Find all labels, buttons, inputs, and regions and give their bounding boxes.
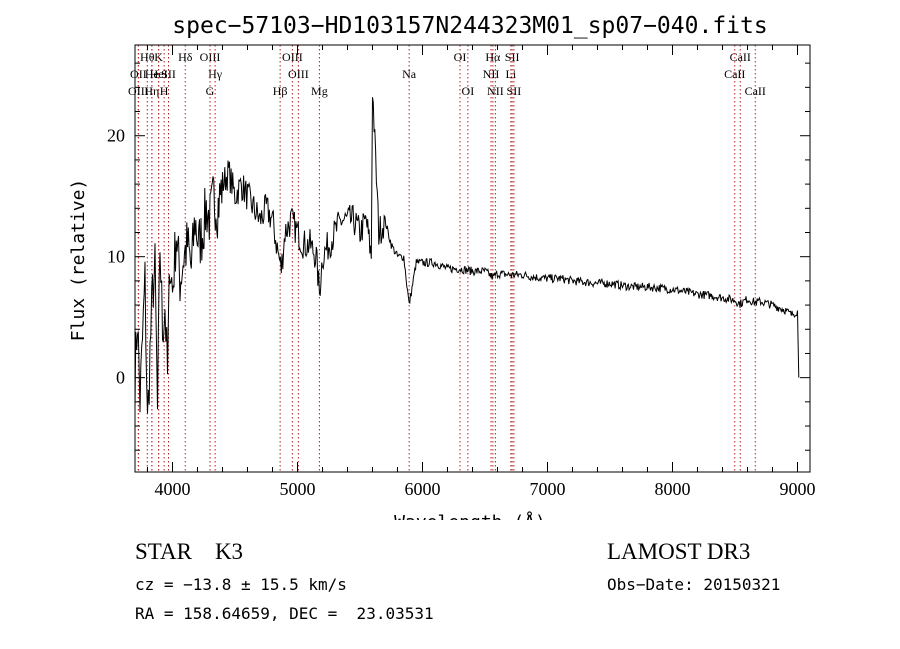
x-tick-label-6000: 6000 — [405, 479, 441, 499]
marker-label-8: SII — [161, 67, 176, 81]
marker-label-11: Hγ — [208, 67, 223, 81]
marker-label-19: OI — [462, 84, 475, 98]
coordinates-label: RA = 158.64659, DEC = 23.03531 — [135, 604, 434, 623]
y-tick-label-10: 10 — [107, 247, 125, 267]
marker-label-25: SII — [507, 84, 522, 98]
marker-label-16: Mg — [311, 84, 328, 98]
marker-label-26: CaII — [730, 50, 751, 64]
marker-label-7: H — [160, 84, 169, 98]
marker-label-13: Hβ — [273, 84, 288, 98]
marker-label-23: SII — [505, 50, 520, 64]
marker-label-24: Li — [506, 67, 517, 81]
marker-label-9: Hδ — [178, 50, 193, 64]
spectrum-line — [134, 97, 800, 414]
survey-label: LAMOST DR3 — [607, 539, 751, 564]
x-tick-label-4000: 4000 — [155, 479, 191, 499]
spectrum-chart: spec−57103−HD103157N244323M01_sp07−040.f… — [68, 13, 816, 520]
x-tick-label-5000: 5000 — [280, 479, 316, 499]
marker-label-28: CaII — [745, 84, 766, 98]
plot-frame — [134, 44, 811, 473]
classification-label: STAR K3 — [135, 539, 244, 564]
chart-title: spec−57103−HD103157N244323M01_sp07−040.f… — [172, 13, 767, 39]
marker-label-14: OIII — [282, 50, 303, 64]
x-axis-label: Wavelength (Å) — [394, 511, 546, 520]
axes: 4000 5000 6000 7000 8000 9000 0 10 20 — [107, 44, 816, 499]
y-tick-label-20: 20 — [107, 126, 125, 146]
marker-label-17: Na — [402, 67, 417, 81]
marker-label-4: Hη — [144, 84, 159, 98]
y-axis-label: Flux (relative) — [68, 179, 89, 342]
x-tick-label-8000: 8000 — [655, 479, 691, 499]
marker-label-20: Hα — [485, 50, 501, 64]
obs-date-label: Obs−Date: 20150321 — [607, 575, 781, 594]
x-tick-label-7000: 7000 — [530, 479, 566, 499]
y-tick-label-0: 0 — [116, 368, 125, 388]
marker-label-22: NII — [487, 84, 504, 98]
marker-label-27: CaII — [724, 67, 745, 81]
plot-area — [134, 97, 800, 414]
marker-label-6: HeI — [150, 67, 168, 81]
marker-label-15: OIII — [288, 67, 309, 81]
marker-label-18: OI — [454, 50, 467, 64]
x-tick-label-9000: 9000 — [780, 479, 816, 499]
marker-label-12: G — [206, 84, 215, 98]
marker-label-2: OIII — [128, 84, 149, 98]
marker-label-21: NII — [483, 67, 500, 81]
marker-label-0: Hθ — [140, 50, 155, 64]
redshift-label: cz = −13.8 ± 15.5 km/s — [135, 575, 347, 594]
